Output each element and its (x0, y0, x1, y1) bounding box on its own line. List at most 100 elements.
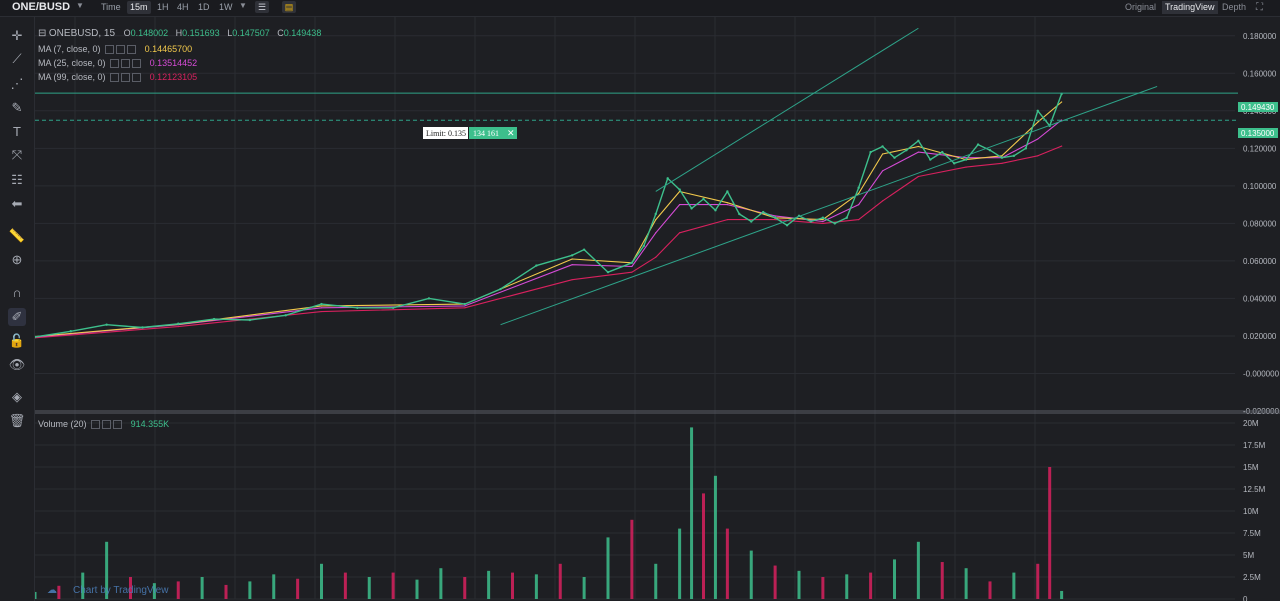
price-point (35, 335, 37, 339)
prediction-icon[interactable]: ☷ (11, 172, 23, 187)
order-qty-box[interactable] (469, 127, 517, 139)
ma25-value: 0.13514452 (149, 58, 198, 68)
tab-15m[interactable]: 15m (127, 1, 151, 14)
indicator-settings-icon[interactable]: ☰ (255, 1, 269, 13)
tradingview-logo-icon[interactable]: ☁ (47, 585, 57, 596)
price-point (929, 158, 932, 161)
order-cancel-icon[interactable]: ✕ (507, 129, 515, 139)
tab-4h[interactable]: 4H (177, 2, 189, 12)
view-depth[interactable]: Depth (1222, 2, 1247, 12)
ma25-visibility-icon[interactable] (110, 59, 120, 69)
channel-lines[interactable] (500, 27, 1158, 326)
volume-bar (1048, 467, 1052, 599)
ma99-settings-icon[interactable] (121, 73, 131, 83)
price-point (976, 143, 980, 146)
ma99-remove-icon[interactable] (132, 73, 142, 83)
ma-point (679, 232, 681, 234)
tradingview-watermark[interactable]: Chart by TradingView (73, 585, 169, 596)
volume-bar (940, 562, 944, 599)
channel-line (500, 85, 1158, 326)
tab-1w[interactable]: 1W (219, 2, 233, 12)
price-axis: 0.1800000.1600000.1400000.1200000.100000… (1243, 32, 1280, 601)
price-tick-label: 0.100000 (1243, 182, 1277, 191)
volume-bar (224, 584, 228, 599)
zoom-in-icon[interactable]: ⊕ (11, 252, 23, 267)
magnet-icon[interactable]: ∩ (12, 285, 22, 300)
collapse-icon[interactable]: ⊟ (38, 28, 47, 39)
ma-point (655, 232, 657, 234)
volume-settings-icon[interactable] (102, 420, 112, 430)
ma-point (1061, 101, 1063, 103)
trend-line-icon[interactable]: ⟋ (12, 51, 22, 66)
tab-1d[interactable]: 1D (198, 2, 210, 12)
brush-icon[interactable]: ✎ (11, 100, 23, 115)
price-tick-label: -0.000000 (1243, 369, 1280, 378)
pattern-icon[interactable]: ⤧ (11, 147, 23, 162)
volume-bar (916, 541, 920, 599)
volume-bar (105, 541, 109, 599)
view-original[interactable]: Original (1125, 2, 1157, 12)
crosshair-icon[interactable]: ✛ (11, 28, 23, 43)
price-point (427, 297, 431, 300)
ma7-settings-icon[interactable] (116, 45, 126, 55)
timeframe-dropdown-icon[interactable]: ▼ (239, 1, 247, 10)
volume-remove-icon[interactable] (113, 420, 123, 430)
volume-bar (1036, 563, 1040, 599)
price-point (869, 150, 872, 154)
ma99-visibility-icon[interactable] (110, 73, 120, 83)
volume-visibility-icon[interactable] (91, 420, 101, 430)
pair-title[interactable]: ONE/BUSD (12, 1, 71, 13)
ma25-settings-icon[interactable] (121, 59, 131, 69)
ma-point (858, 204, 860, 206)
price-point (905, 149, 908, 152)
ohlc-open: 0.148002 (130, 28, 169, 38)
price-point (535, 264, 538, 267)
volume-bar (415, 579, 419, 599)
view-tradingview[interactable]: TradingView (1162, 1, 1218, 14)
volume-tick-label: 20M (1243, 419, 1259, 428)
ma99-legend: MA (99, close, 0) 0.12123105 (38, 72, 197, 83)
price-point (141, 326, 144, 329)
order-limit-label: Limit: 0.135 (426, 129, 466, 138)
lock-icon[interactable]: 🔓 (8, 333, 26, 348)
volume-bar (152, 583, 156, 599)
volume-bar (630, 519, 634, 599)
ruler-icon[interactable]: 📏 (8, 228, 26, 243)
ma7-visibility-icon[interactable] (105, 45, 115, 55)
price-tick-label: 0.020000 (1243, 332, 1277, 341)
stay-in-drawing-mode-icon[interactable]: ✐ (8, 308, 26, 326)
eye-icon[interactable]: 👁 (8, 357, 26, 372)
price-tick-label: 0.040000 (1243, 294, 1277, 303)
tab-1h[interactable]: 1H (157, 2, 169, 12)
ma-point (917, 151, 919, 153)
price-point (857, 186, 860, 189)
text-tool-icon[interactable]: T (13, 124, 21, 139)
pair-dropdown-icon[interactable]: ▼ (76, 1, 84, 10)
channel-line (655, 27, 919, 192)
volume-bar (200, 577, 204, 599)
price-point (463, 302, 466, 306)
volume-bar (773, 565, 777, 599)
back-arrow-icon[interactable]: ⬅ (11, 196, 23, 211)
ma25-remove-icon[interactable] (132, 59, 142, 69)
horizontal-lines[interactable] (35, 92, 1238, 121)
price-point (773, 216, 777, 219)
layers-icon[interactable]: ◈ (12, 389, 22, 404)
trash-icon[interactable]: 🗑 (8, 413, 26, 428)
ma-point (881, 170, 884, 172)
price-point (964, 158, 968, 161)
volume-bar (1012, 572, 1016, 599)
fullscreen-icon[interactable]: ⛶ (1256, 2, 1263, 13)
tab-time[interactable]: Time (101, 2, 121, 12)
volume-bar (725, 528, 729, 599)
price-point (785, 224, 789, 227)
fib-retracement-icon[interactable]: ⋰ (10, 76, 24, 91)
price-point (105, 323, 108, 326)
price-line (35, 93, 1063, 338)
ma7-remove-icon[interactable] (127, 45, 137, 55)
ma7-label: MA (7, close, 0) (38, 44, 101, 54)
order-limit-box[interactable] (423, 127, 468, 139)
price-chart[interactable]: 0.1800000.1600000.1400000.1200000.100000… (35, 17, 1280, 601)
chart-properties-icon[interactable]: ▤ (282, 1, 296, 13)
price-point (320, 302, 323, 306)
